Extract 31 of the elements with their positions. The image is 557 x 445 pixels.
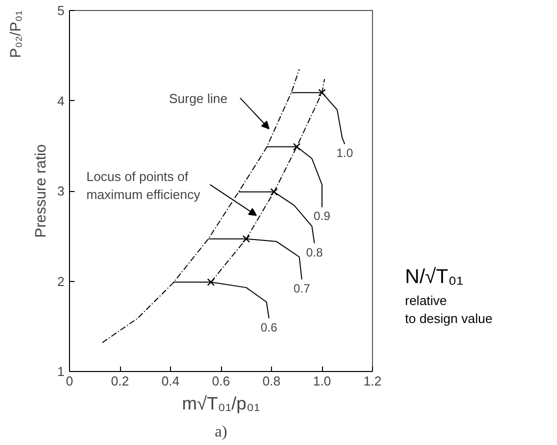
point (292, 142, 301, 151)
y-tick-label: 1 (57, 364, 65, 379)
series-label: 0.8 (306, 245, 324, 260)
annotation: Locus of points of maximum efficiency (86, 168, 201, 202)
series-label: 1.0 (336, 146, 354, 160)
y-tick-label: 5 (57, 3, 65, 18)
text: a) (214, 424, 228, 440)
x-tick-label: 0.4 (161, 374, 180, 388)
series-label: 0.6 (260, 320, 278, 334)
y-tick-label: 4 (57, 93, 65, 108)
annotation: Surge line (168, 91, 228, 106)
x-tick-label: 1.2 (363, 374, 382, 388)
y-tick-label: 2 (57, 274, 65, 289)
x-tick-label: 0.6 (212, 374, 230, 388)
x-tick-label: 0.8 (262, 374, 281, 388)
x-tick-label: 0 (66, 374, 74, 388)
x-tick-label: 1.0 (312, 374, 332, 388)
text: relative to design value (405, 292, 492, 328)
point (207, 278, 215, 286)
series-label: 0.9 (314, 209, 331, 224)
point (242, 235, 250, 243)
point (318, 88, 326, 96)
point (270, 188, 278, 196)
y-tick-label: 3 (57, 184, 65, 198)
x-axis-title: m√T₀₁/p₀₁ (182, 394, 260, 414)
series-label: 0.7 (293, 281, 310, 296)
y-axis-title: Pressure ratio (32, 144, 50, 238)
text: P₀₂/P₀₁ (8, 10, 24, 58)
x-tick-label: 0.2 (110, 374, 130, 388)
text: N/√T₀₁ (405, 265, 464, 290)
line-series (172, 282, 270, 319)
